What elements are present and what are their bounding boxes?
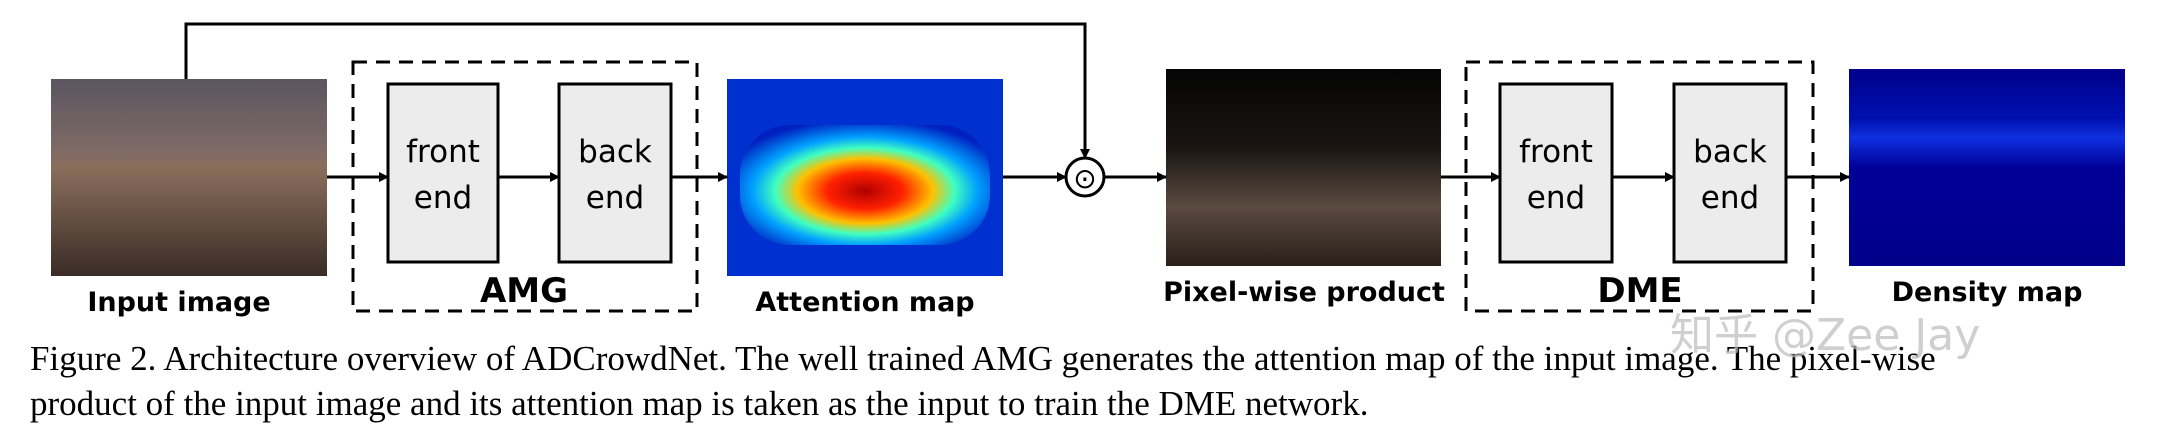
module-label: DME [1597, 271, 1682, 311]
density-map [1849, 69, 2125, 266]
watermark: 知乎 @Zee Jay [1670, 310, 1980, 361]
product-image [1166, 69, 1441, 266]
box-text: front [406, 134, 480, 170]
box-text: end [1701, 180, 1759, 216]
operator: ⊙ [1073, 162, 1096, 195]
amg-dashed-box [351, 60, 699, 313]
dme-dashed-box [1464, 60, 1815, 313]
box-text: front [1519, 134, 1593, 170]
box-text: end [414, 180, 472, 216]
module-label: AMG [480, 271, 568, 311]
image-label: Input image [87, 287, 270, 318]
diagram-shapes [51, 22, 2125, 313]
image-label: Attention map [755, 287, 974, 318]
attention-map-heat [740, 125, 990, 245]
amg-back-box [557, 82, 673, 264]
image-label: Density map [1892, 277, 2083, 308]
box-text: end [1527, 180, 1585, 216]
dme-back-box [1672, 82, 1788, 264]
box-text: back [578, 134, 652, 170]
caption-line: product of the input image and its atten… [30, 384, 1368, 423]
input-image [51, 79, 327, 276]
box-text: back [1693, 134, 1767, 170]
skip-arrow [184, 22, 1090, 159]
box-text: end [586, 180, 644, 216]
caption-line: Figure 2. Architecture overview of ADCro… [30, 339, 1936, 378]
amg-front-box [386, 82, 500, 264]
dme-front-box [1498, 82, 1614, 264]
image-label: Pixel-wise product [1163, 277, 1445, 308]
